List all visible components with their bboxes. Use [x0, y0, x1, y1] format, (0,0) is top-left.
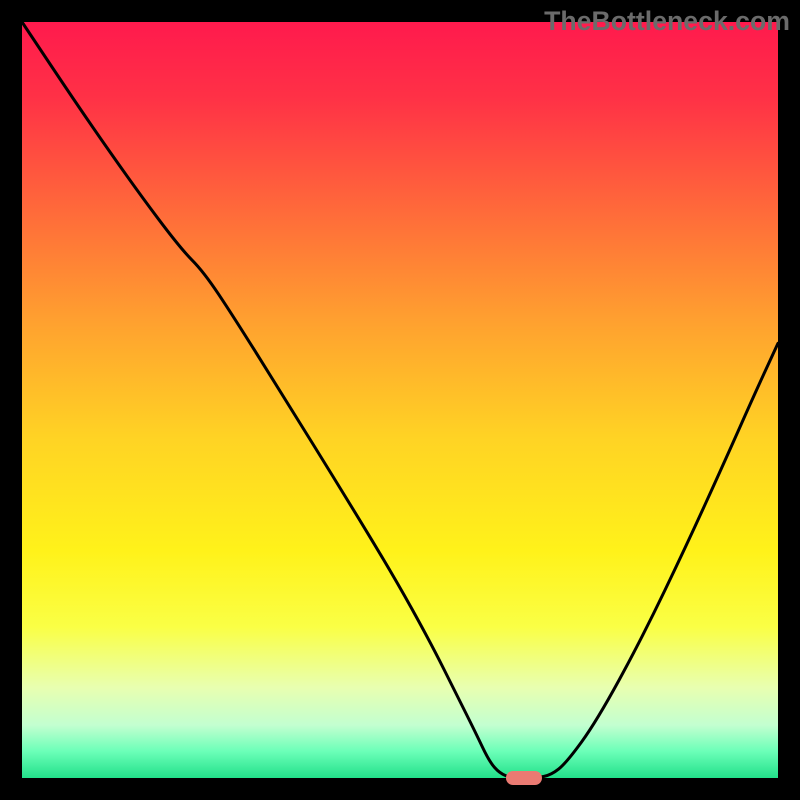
bottleneck-chart: TheBottleneck.com: [0, 0, 800, 800]
optimal-marker: [506, 771, 542, 785]
plot-background: [22, 22, 778, 778]
watermark-text: TheBottleneck.com: [544, 6, 790, 37]
chart-svg: [0, 0, 800, 800]
